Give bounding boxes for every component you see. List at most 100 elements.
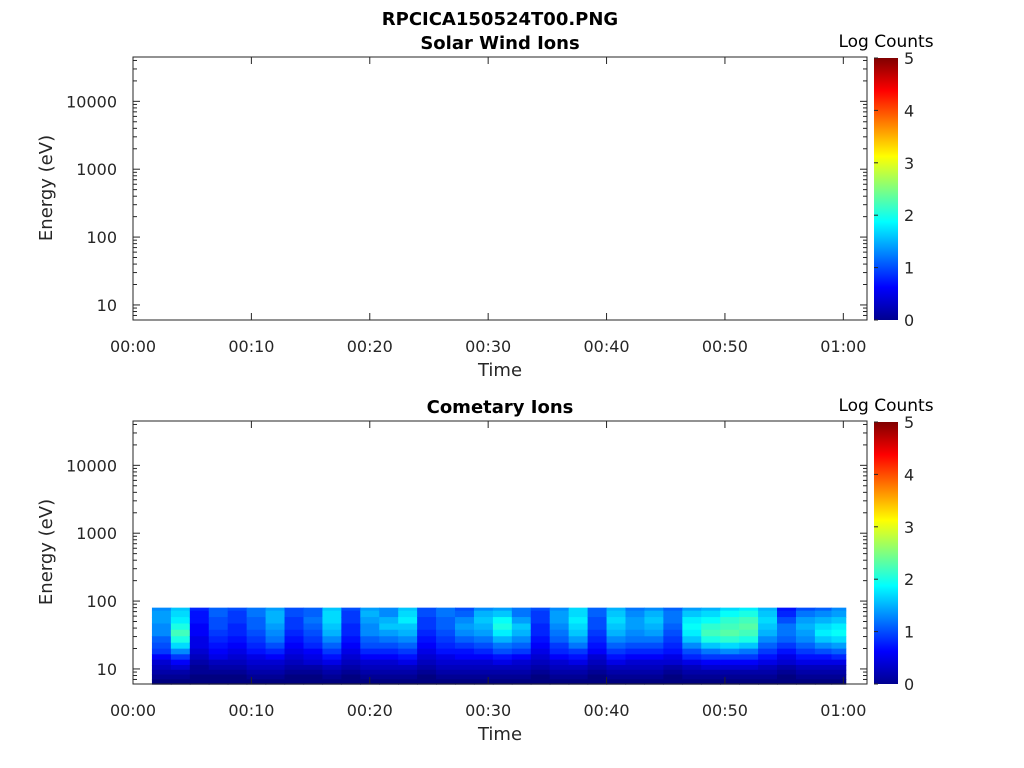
heatmap-cell	[549, 610, 570, 618]
heatmap-cell	[492, 664, 513, 671]
heatmap-cell	[227, 654, 248, 661]
heatmap-cell	[701, 664, 721, 671]
heatmap-cell	[530, 610, 551, 618]
heatmap-cell	[701, 642, 721, 650]
heatmap-cell	[360, 664, 380, 671]
heatmap-cell	[417, 659, 437, 666]
heatmap-cell	[417, 617, 437, 625]
heatmap-cell	[701, 669, 721, 676]
heatmap-cell	[831, 669, 847, 676]
heatmap-cell	[682, 679, 702, 685]
heatmap-cell	[473, 636, 494, 644]
heatmap-cell	[265, 607, 286, 612]
heatmap-cell	[398, 607, 418, 612]
heatmap-cell	[549, 659, 570, 666]
heatmap-cell	[322, 636, 342, 644]
heatmap-cell	[701, 674, 721, 680]
heatmap-cell	[795, 674, 816, 680]
heatmap-cell	[417, 642, 437, 650]
heatmap-cell	[530, 636, 551, 644]
heatmap-cell	[303, 623, 324, 631]
heatmap-cell	[227, 679, 248, 685]
heatmap-cell	[436, 664, 456, 671]
heatmap-cell	[682, 607, 702, 612]
heatmap-cell	[587, 669, 608, 676]
heatmap-cell	[265, 623, 286, 631]
heatmap-cell	[227, 642, 248, 650]
x-tick-label: 00:40	[583, 337, 629, 356]
x-tick-label: 00:00	[110, 337, 156, 356]
heatmap-cell	[492, 607, 513, 612]
heatmap-cell	[814, 607, 833, 612]
x-tick-label: 01:00	[820, 701, 866, 720]
heatmap-cell	[777, 679, 797, 685]
heatmap-cell	[379, 642, 399, 650]
heatmap-cell	[208, 648, 229, 655]
heatmap-cell	[720, 629, 740, 637]
heatmap-cell	[265, 659, 286, 666]
heatmap-cell	[322, 669, 342, 676]
heatmap-cell	[379, 629, 399, 637]
heatmap-cell	[170, 617, 191, 625]
heatmap-cell	[208, 679, 229, 685]
heatmap-cell	[606, 674, 627, 680]
heatmap-cell	[189, 610, 210, 618]
heatmap-cell	[303, 636, 324, 644]
heatmap-cell	[777, 642, 797, 650]
heatmap-cell	[151, 679, 172, 685]
heatmap-cell	[436, 659, 456, 666]
heatmap-cell	[341, 617, 361, 625]
heatmap-cell	[170, 610, 191, 618]
heatmap-cell	[455, 648, 475, 655]
heatmap-cell	[151, 664, 172, 671]
heatmap-cell	[455, 636, 475, 644]
heatmap-cell	[284, 664, 305, 671]
heatmap-cell	[341, 607, 361, 612]
heatmap-cell	[492, 659, 513, 666]
heatmap-cell	[663, 674, 683, 680]
heatmap-cell	[511, 617, 532, 625]
heatmap-cell	[227, 623, 248, 631]
heatmap-cell	[227, 648, 248, 655]
heatmap-cell	[341, 610, 361, 618]
heatmap-cell	[360, 669, 380, 676]
heatmap-cell	[398, 642, 418, 650]
heatmap-cell	[606, 669, 627, 676]
x-tick-label: 00:00	[110, 701, 156, 720]
heatmap-cell	[587, 679, 608, 685]
heatmap-cell	[587, 674, 608, 680]
y-axis-label: Energy (eV)	[36, 499, 57, 605]
heatmap-cell	[701, 648, 721, 655]
heatmap-cell	[360, 617, 380, 625]
heatmap-cell	[303, 664, 324, 671]
heatmap-cell	[625, 648, 646, 655]
heatmap-cell	[246, 607, 267, 612]
heatmap-cell	[455, 610, 475, 618]
heatmap-cell	[644, 674, 664, 680]
heatmap-cell	[568, 607, 589, 612]
heatmap-cells	[151, 607, 847, 685]
heatmap-cell	[455, 674, 475, 680]
heatmap-cell	[511, 674, 532, 680]
heatmap-cell	[831, 642, 847, 650]
heatmap-cell	[417, 610, 437, 618]
heatmap-cell	[777, 610, 797, 618]
heatmap-cell	[379, 636, 399, 644]
heatmap-cell	[701, 654, 721, 661]
heatmap-cell	[455, 642, 475, 650]
heatmap-cell	[246, 629, 267, 637]
heatmap-cell	[265, 648, 286, 655]
heatmap-cell	[606, 659, 627, 666]
heatmap-cell	[473, 623, 494, 631]
heatmap-cell	[492, 669, 513, 676]
heatmap-cell	[284, 610, 305, 618]
heatmap-cell	[379, 617, 399, 625]
heatmap-cell	[227, 617, 248, 625]
heatmap-cell	[587, 648, 608, 655]
heatmap-cell	[227, 664, 248, 671]
heatmap-cell	[208, 617, 229, 625]
heatmap-cell	[341, 623, 361, 631]
heatmap-cell	[398, 664, 418, 671]
heatmap-cell	[151, 659, 172, 666]
